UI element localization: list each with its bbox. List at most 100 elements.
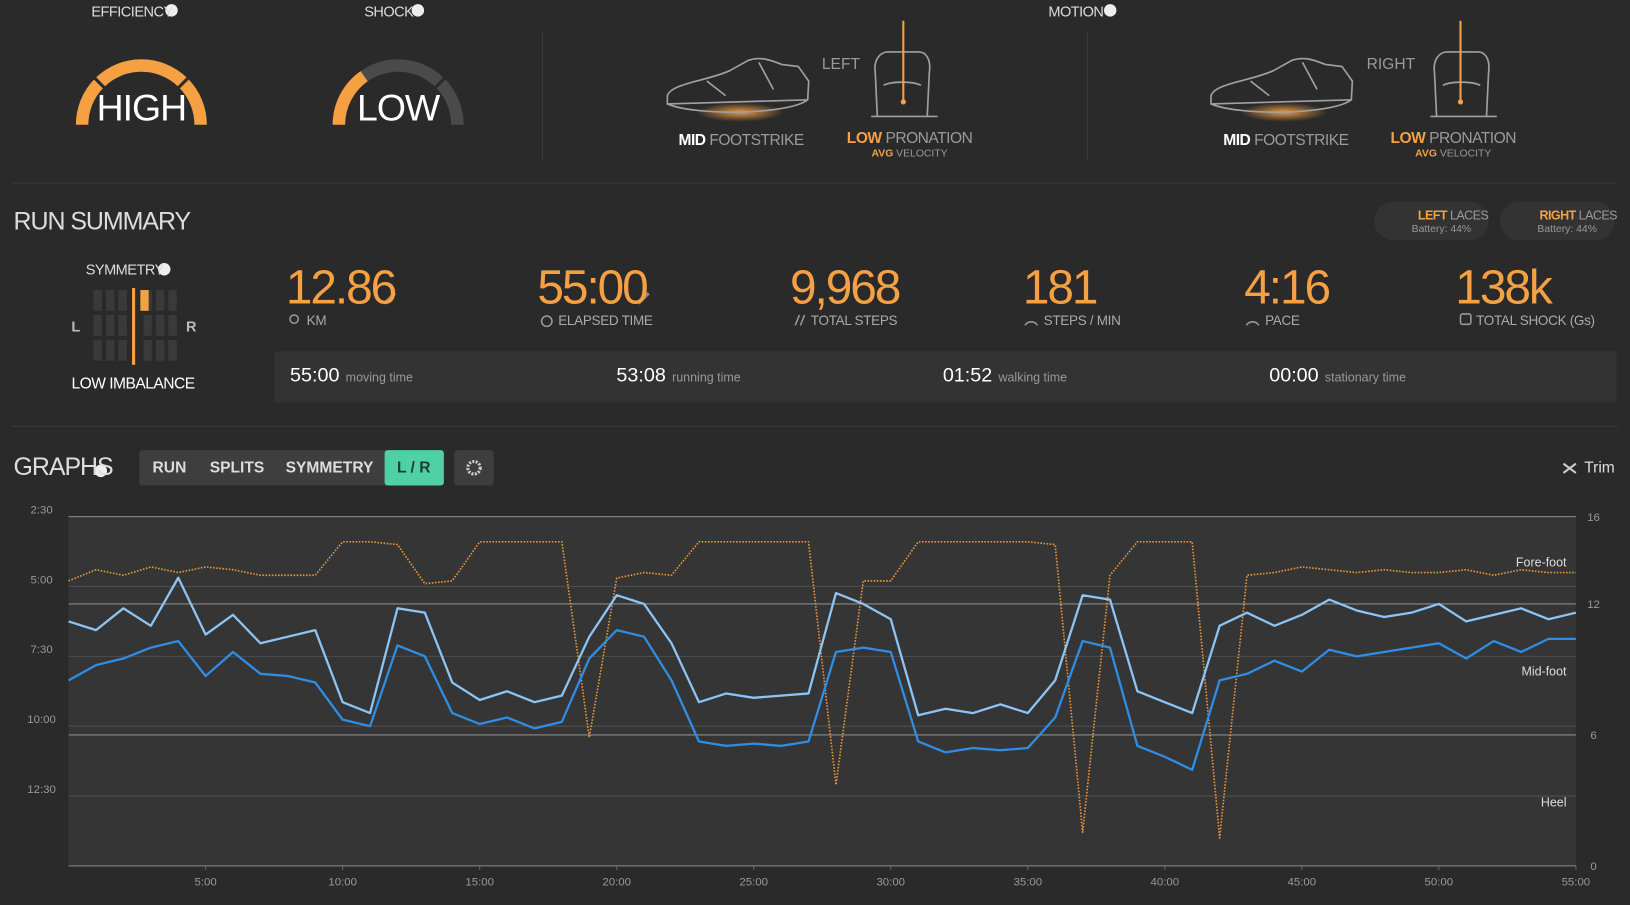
value: LOW xyxy=(1390,129,1426,148)
rear-foot-icon xyxy=(1430,20,1497,118)
time-item: 55:00 moving time xyxy=(290,365,413,388)
label: SYMMETRY xyxy=(85,260,165,278)
tab[interactable]: L / R xyxy=(396,458,431,477)
label: PRONATION xyxy=(1429,129,1516,148)
symmetry-cell xyxy=(106,290,115,311)
lace-label: RIGHT LACES xyxy=(1539,207,1618,223)
zone-label: Mid-foot xyxy=(1521,665,1567,679)
symmetry-cell xyxy=(168,290,177,311)
time-value: 00:00 xyxy=(1269,364,1319,387)
label: VELOCITY xyxy=(1439,148,1492,160)
time-value: 01:52 xyxy=(942,364,993,387)
time-label: stationary time xyxy=(1324,370,1407,385)
symmetry-cell xyxy=(155,290,165,311)
settings-button[interactable] xyxy=(454,450,494,486)
x-tick-label: 25:00 xyxy=(739,877,768,889)
label: VELOCITY xyxy=(896,148,948,160)
footstrike: MID FOOTSTRIKE xyxy=(679,131,805,150)
section-title: GRAPHS xyxy=(13,453,114,482)
lace-pill xyxy=(1499,201,1615,241)
label: PRONATION xyxy=(885,129,973,148)
section-title: RUN SUMMARY xyxy=(13,207,192,236)
tab[interactable]: RUN xyxy=(152,458,187,477)
right: R xyxy=(186,318,197,335)
symmetry-cell xyxy=(155,339,165,361)
label: FOOTSTRIKE xyxy=(709,131,804,150)
y2-tick-label: 6 xyxy=(1590,730,1596,742)
value: AVG xyxy=(1415,148,1437,160)
symmetry-cell xyxy=(93,339,102,361)
lace-pill xyxy=(1374,201,1489,241)
help-icons[interactable] xyxy=(94,4,1117,478)
symmetry-cell xyxy=(140,290,149,311)
value: LOW xyxy=(846,129,882,148)
symmetry-center xyxy=(132,287,136,365)
plot-area xyxy=(68,516,1576,866)
symmetry-cell xyxy=(106,339,115,361)
zone-label: Heel xyxy=(1541,796,1567,810)
zone-label: Fore-foot xyxy=(1516,556,1567,570)
trim-button[interactable]: Trim xyxy=(1584,458,1615,477)
value: MID xyxy=(1223,131,1251,150)
footstrike: MID FOOTSTRIKE xyxy=(1223,131,1349,150)
symmetry-cell xyxy=(93,290,102,311)
stat-label: TOTAL SHOCK (Gs) xyxy=(1476,312,1595,328)
symmetry-cell xyxy=(93,314,102,336)
time-item: 53:08 running time xyxy=(616,365,740,388)
time-label: walking time xyxy=(998,370,1068,385)
rear-foot-icon xyxy=(871,20,938,118)
symmetry-cell xyxy=(118,339,127,361)
lace-label: LEFT LACES xyxy=(1418,208,1489,223)
time-value: 55:00 xyxy=(290,364,340,387)
stat-value: 55:00 xyxy=(537,259,648,314)
tab[interactable]: SPLITS xyxy=(209,458,265,477)
y2-tick-label: 16 xyxy=(1587,512,1600,524)
side: LEFT xyxy=(821,55,861,74)
symmetry-cell xyxy=(118,290,127,311)
tab[interactable]: SYMMETRY xyxy=(285,458,374,477)
stat-value: 12.86 xyxy=(285,259,397,314)
series-line xyxy=(68,629,1576,771)
times-bar xyxy=(274,351,1617,403)
x-tick-label: 45:00 xyxy=(1288,877,1317,889)
y-tick-label: 5:00 xyxy=(30,574,52,586)
series-line xyxy=(68,540,1576,839)
time-value: 53:08 xyxy=(616,364,666,387)
symmetry-cell xyxy=(143,314,152,336)
stat-icons xyxy=(289,292,1472,328)
scissors-icon[interactable] xyxy=(1562,462,1577,474)
battery: Battery: 44% xyxy=(1537,223,1597,235)
shock-value: LOW xyxy=(357,86,440,129)
pronation: LOW PRONATION xyxy=(847,129,973,147)
active-tab-bg xyxy=(384,450,444,486)
stat-value: 9,968 xyxy=(790,259,901,314)
symmetry-cell xyxy=(168,314,177,336)
stat-label: ELAPSED TIME xyxy=(558,312,653,328)
stat-label: STEPS / MIN xyxy=(1043,312,1121,328)
x-tick-label: 20:00 xyxy=(602,877,631,889)
chart: 2:30 5:00 7:30 10:00 12:30 0 6 12 16 5:00 10:00 15:… xyxy=(27,505,1600,889)
x-tick-label: 50:00 xyxy=(1425,877,1454,889)
x-tick-label: 35:00 xyxy=(1013,877,1042,889)
symmetry-cell xyxy=(155,314,165,336)
stat-label: TOTAL STEPS xyxy=(810,312,898,328)
y2-tick-label: 12 xyxy=(1587,599,1600,611)
x-tick-label: 30:00 xyxy=(876,877,905,889)
label: EFFICIENCY xyxy=(91,3,173,20)
gear-icon[interactable] xyxy=(466,459,482,476)
label: LACES xyxy=(1578,207,1618,223)
series-line xyxy=(68,576,1577,717)
symmetry-cell xyxy=(106,314,115,336)
efficiency-value: HIGH xyxy=(96,86,187,129)
time-item: 01:52 walking time xyxy=(943,365,1067,388)
side: RIGHT xyxy=(1366,55,1416,74)
x-tick-label: 55:00 xyxy=(1562,877,1591,889)
symmetry-cell xyxy=(143,339,152,361)
velocity: AVG VELOCITY xyxy=(1415,148,1491,159)
symmetry-bars xyxy=(93,287,177,365)
shoe-icon xyxy=(666,57,810,122)
efficiency-gauge xyxy=(75,59,207,125)
velocity: AVG VELOCITY xyxy=(872,148,948,159)
